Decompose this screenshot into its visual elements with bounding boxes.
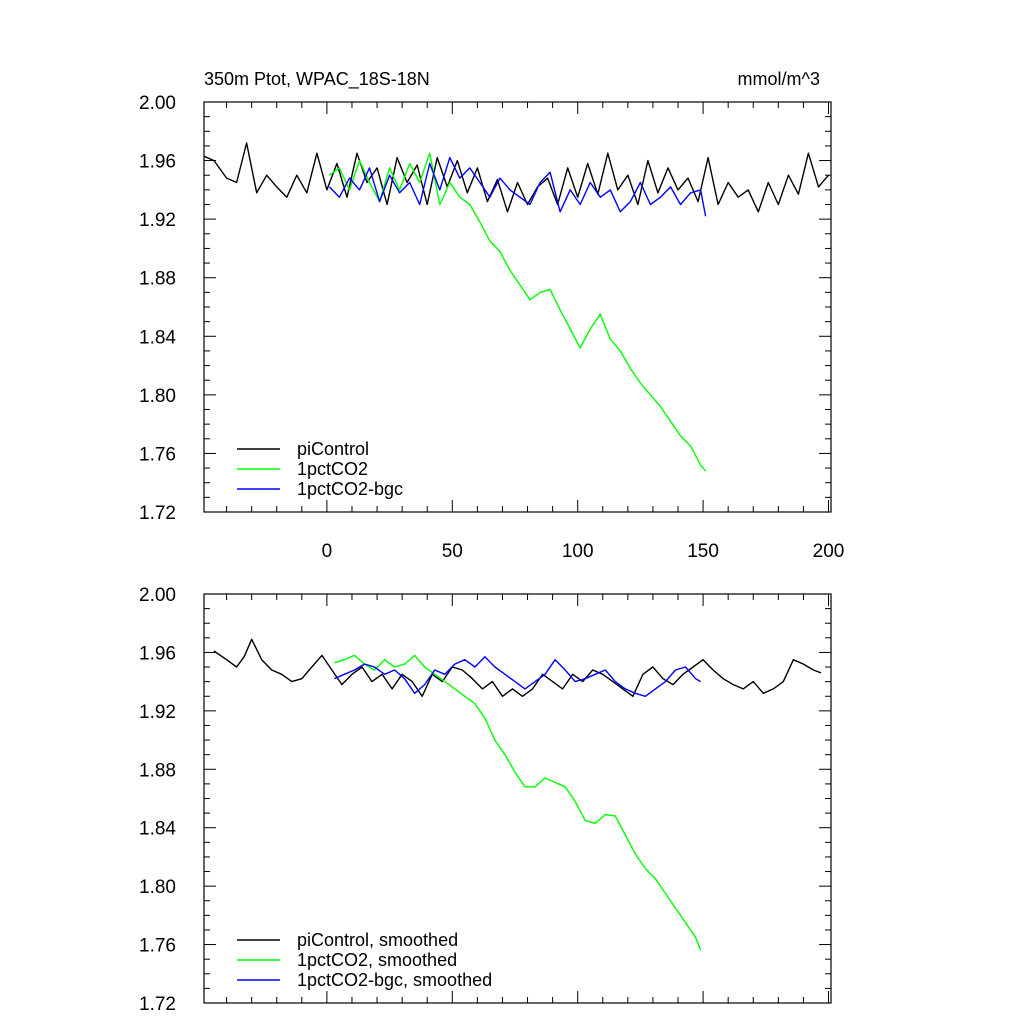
series-line-picontrol-smoothed bbox=[213, 638, 822, 697]
series-line-1pctco2-bgc-smoothed bbox=[334, 656, 701, 697]
series-line-1pctco2-bgc bbox=[328, 156, 707, 217]
chart-panel-2: 1.72 1.76 1.80 1.84 1.88 1.92 1.96 2.00 piContro… bbox=[139, 585, 832, 1015]
x-tick-label: 50 bbox=[442, 541, 463, 562]
y-tick-label: 1.84 bbox=[139, 819, 176, 840]
y-tick-label: 1.76 bbox=[139, 444, 176, 465]
chart-units: mmol/m^3 bbox=[738, 69, 820, 89]
y-tick-label: 1.72 bbox=[139, 994, 176, 1015]
y-tick-label: 1.80 bbox=[139, 877, 176, 898]
legend-label: piControl bbox=[297, 439, 369, 459]
series-line-1pctco2 bbox=[328, 152, 707, 472]
legend-label: 1pctCO2-bgc bbox=[297, 479, 403, 499]
y-tick-label: 1.84 bbox=[139, 327, 176, 348]
legend-label: 1pctCO2, smoothed bbox=[297, 950, 457, 970]
legend-label: 1pctCO2 bbox=[297, 459, 368, 479]
y-tick-label: 1.92 bbox=[139, 702, 176, 723]
series-line-1pctco2-smoothed bbox=[334, 654, 702, 951]
y-tick-label: 1.88 bbox=[139, 760, 176, 781]
y-tick-label: 1.76 bbox=[139, 936, 176, 957]
y-tick-label: 2.00 bbox=[139, 93, 176, 114]
y-tick-label: 1.96 bbox=[139, 643, 176, 664]
y-tick-label: 1.92 bbox=[139, 210, 176, 231]
y-tick-label: 2.00 bbox=[139, 585, 176, 606]
x-tick-label: 200 bbox=[813, 541, 845, 562]
series-line-picontrol bbox=[204, 142, 830, 213]
y-tick-label: 1.80 bbox=[139, 386, 176, 407]
y-tick-label: 1.72 bbox=[139, 503, 176, 524]
chart-title: 350m Ptot, WPAC_18S-18N bbox=[204, 69, 430, 90]
series-group bbox=[204, 142, 830, 472]
legend-label: 1pctCO2-bgc, smoothed bbox=[297, 970, 492, 990]
chart-panel-1: 1.72 1.76 1.80 1.84 1.88 1.92 1.96 2.00 0 50 100 15… bbox=[139, 93, 844, 562]
series-group bbox=[213, 638, 822, 951]
legend-label: piControl, smoothed bbox=[297, 930, 458, 950]
x-tick-label: 100 bbox=[562, 541, 594, 562]
x-tick-label: 150 bbox=[687, 541, 719, 562]
y-tick-label: 1.96 bbox=[139, 152, 176, 173]
x-tick-label: 0 bbox=[322, 541, 333, 562]
y-tick-label: 1.88 bbox=[139, 269, 176, 290]
